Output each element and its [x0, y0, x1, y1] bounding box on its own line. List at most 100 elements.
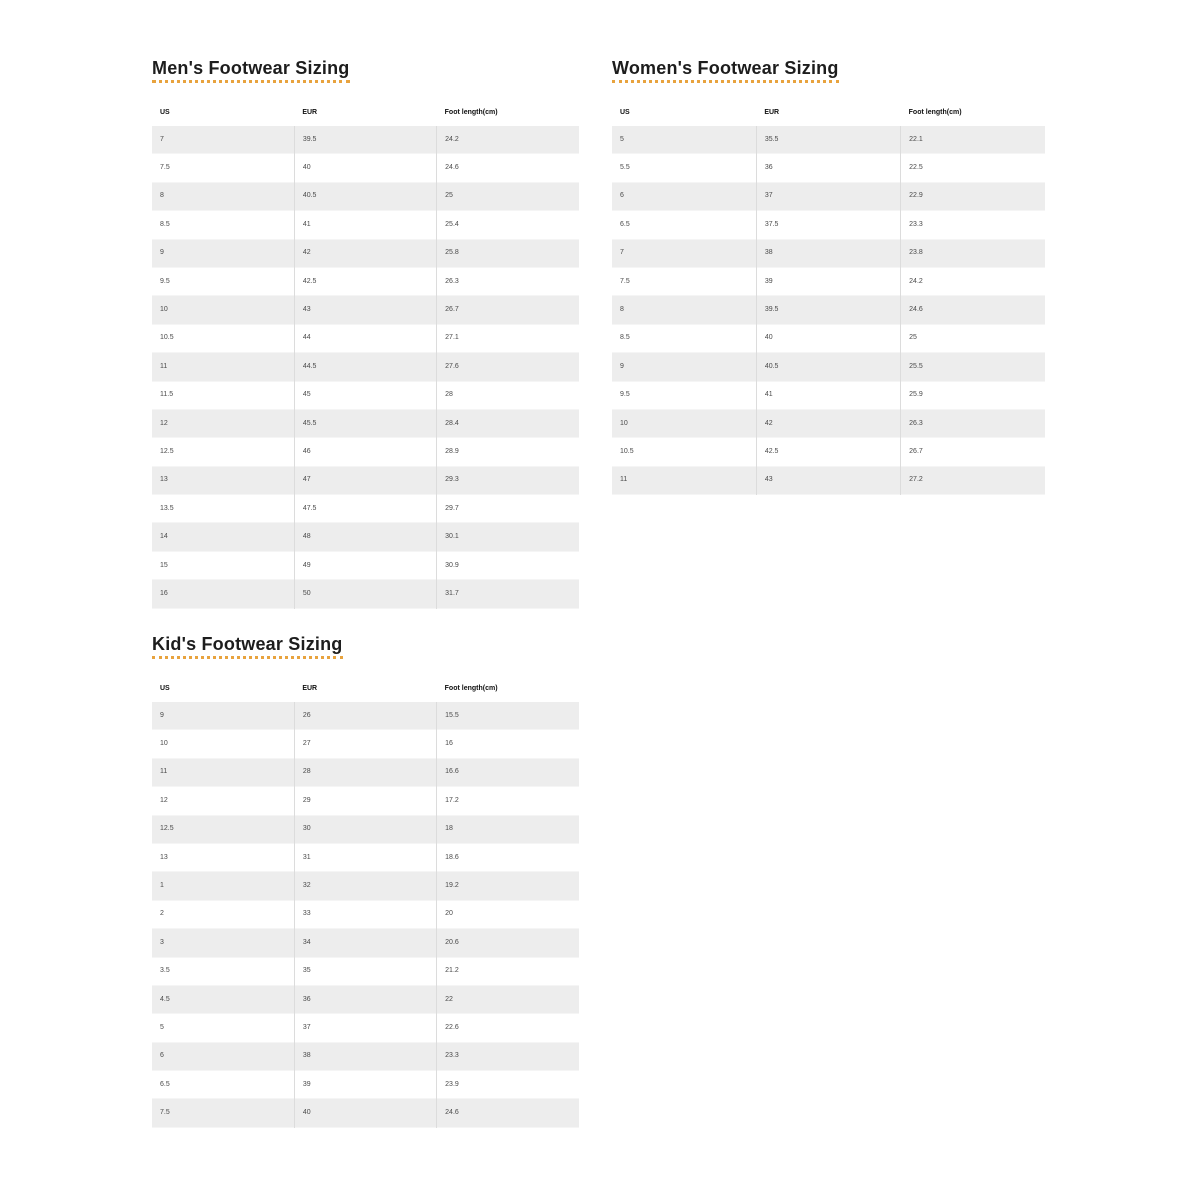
column-header-foot-length: Foot length(cm) [436, 103, 579, 126]
table-row: 5.5 36 22.5 [612, 153, 1045, 183]
table-row: 12 29 17.2 [152, 786, 579, 816]
table-cell: 27.1 [436, 324, 579, 353]
table-cell: 3 [160, 938, 164, 946]
table-cell: 8 [160, 192, 164, 200]
table-cell: 40 [293, 1098, 437, 1128]
table-cell: 37 [293, 1013, 437, 1043]
table-cell: 39.5 [293, 126, 437, 154]
table-cell: 22.6 [436, 1013, 579, 1043]
table-cell: 45.5 [293, 409, 437, 438]
table-row: 7.5 40 24.6 [152, 1098, 579, 1128]
table-cell: 29 [293, 786, 437, 816]
table-cell: 10.5 [160, 334, 174, 342]
table-cell: 7 [160, 135, 164, 143]
table-cell: 6.5 [620, 220, 630, 228]
table-cell: 23.3 [900, 210, 1045, 240]
table-cell: 8.5 [620, 334, 630, 342]
table-row: 11 43 27.2 [612, 466, 1045, 495]
table-cell: 18 [436, 815, 579, 844]
table-cell: 8 [620, 306, 624, 314]
table-row: 5 37 22.6 [152, 1013, 579, 1043]
table-cell: 11.5 [160, 391, 174, 399]
table-cell: 13.5 [160, 504, 174, 512]
table-cell: 46 [293, 437, 437, 467]
table-cell: 10.5 [620, 447, 634, 455]
table-cell: 48 [293, 522, 437, 552]
table-cell: 34 [293, 928, 437, 958]
table-cell: 7 [620, 249, 624, 257]
table-header: US EUR Foot length(cm) [152, 103, 579, 126]
table-cell: 40.5 [755, 352, 901, 382]
table-cell: 1 [160, 882, 164, 890]
table-cell: 27 [293, 729, 437, 759]
table-row: 7.5 40 24.6 [152, 153, 579, 183]
table-cell: 40 [293, 153, 437, 183]
table-cell: 12.5 [160, 447, 174, 455]
table-cell: 26 [293, 702, 437, 730]
table-row: 12.5 46 28.9 [152, 437, 579, 467]
table-cell: 6.5 [160, 1080, 170, 1088]
table-cell: 40.5 [293, 182, 437, 211]
womens-sizing-section: Women's Footwear Sizing US EUR Foot leng… [612, 58, 1045, 495]
table-cell: 19.2 [436, 871, 579, 901]
table-cell: 27.2 [900, 466, 1045, 495]
table-header: US EUR Foot length(cm) [152, 679, 579, 702]
table-cell: 6 [620, 192, 624, 200]
table-cell: 37 [755, 182, 901, 211]
table-row: 10 42 26.3 [612, 409, 1045, 438]
table-cell: 29.3 [436, 466, 579, 495]
table-cell: 23.9 [436, 1070, 579, 1099]
table-row: 10 43 26.7 [152, 295, 579, 325]
header-row: US EUR Foot length(cm) [152, 679, 579, 702]
table-cell: 16 [436, 729, 579, 759]
womens-table-body: 5 35.5 22.1 5.5 36 22.5 6 37 22.9 6.5 37.5 23.3 7 38 2… [612, 126, 1045, 495]
table-cell: 3.5 [160, 967, 170, 975]
table-row: 2 33 20 [152, 900, 579, 929]
table-cell: 23.3 [436, 1042, 579, 1071]
table-row: 9.5 41 25.9 [612, 381, 1045, 410]
table-cell: 42 [755, 409, 901, 438]
table-row: 5 35.5 22.1 [612, 126, 1045, 154]
table-row: 9 26 15.5 [152, 702, 579, 730]
table-cell: 49 [293, 551, 437, 580]
table-cell: 10 [160, 740, 168, 748]
table-row: 3 34 20.6 [152, 928, 579, 958]
table-cell: 27.6 [436, 352, 579, 382]
table-cell: 11 [620, 476, 628, 484]
table-cell: 15.5 [436, 702, 579, 730]
table-row: 9 40.5 25.5 [612, 352, 1045, 382]
table-cell: 12.5 [160, 825, 174, 833]
table-row: 7.5 39 24.2 [612, 267, 1045, 296]
table-header: US EUR Foot length(cm) [612, 103, 1045, 126]
table-cell: 24.2 [436, 126, 579, 154]
table-cell: 28 [436, 381, 579, 410]
table-cell: 39 [293, 1070, 437, 1099]
column-header-us: US [612, 103, 757, 126]
table-cell: 36 [293, 985, 437, 1014]
table-cell: 11 [160, 362, 168, 370]
table-cell: 42 [293, 239, 437, 268]
mens-sizing-table: US EUR Foot length(cm) 7 39.5 24.2 7.5 40 24.… [152, 103, 579, 609]
table-cell: 23.8 [900, 239, 1045, 268]
table-cell: 16.6 [436, 758, 579, 787]
table-cell: 24.6 [436, 153, 579, 183]
column-header-eur: EUR [756, 103, 901, 126]
kids-sizing-table: US EUR Foot length(cm) 9 26 15.5 10 27 16 11 28… [152, 679, 579, 1128]
table-row: 16 50 31.7 [152, 579, 579, 609]
table-cell: 35 [293, 957, 437, 986]
table-cell: 30.1 [436, 522, 579, 552]
table-cell: 41 [293, 210, 437, 240]
table-cell: 24.6 [900, 295, 1045, 325]
table-cell: 37.5 [755, 210, 901, 240]
table-cell: 42.5 [293, 267, 437, 296]
table-cell: 44 [293, 324, 437, 353]
mens-sizing-section: Men's Footwear Sizing US EUR Foot length… [152, 58, 579, 609]
table-cell: 17.2 [436, 786, 579, 816]
table-cell: 7.5 [620, 277, 630, 285]
table-cell: 35.5 [755, 126, 901, 154]
table-row: 13.5 47.5 29.7 [152, 494, 579, 523]
kids-table-body: 9 26 15.5 10 27 16 11 28 16.6 12 29 17.2 12.5 30 18 13 3… [152, 702, 579, 1128]
table-cell: 20 [436, 900, 579, 929]
table-row: 11 28 16.6 [152, 758, 579, 787]
table-cell: 38 [755, 239, 901, 268]
